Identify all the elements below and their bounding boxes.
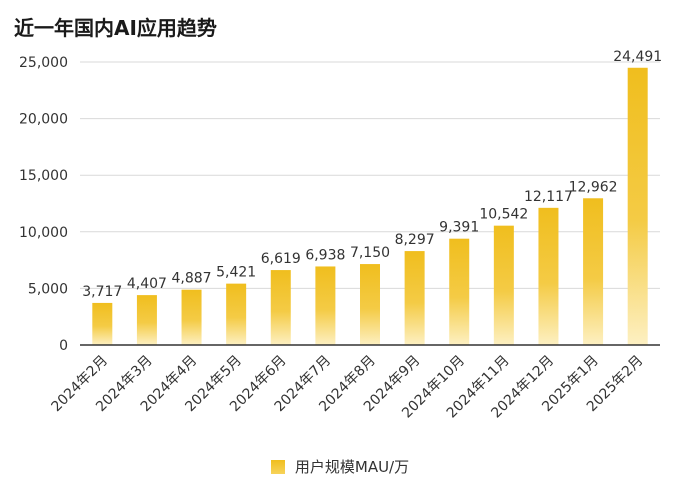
chart-title: 近一年国内AI应用趋势 (14, 16, 217, 40)
bar (270, 270, 291, 345)
data-label: 9,391 (439, 220, 479, 236)
bar (226, 283, 247, 345)
bar (538, 207, 559, 345)
bars (92, 67, 648, 346)
bar (136, 295, 157, 345)
bar (92, 302, 113, 345)
data-labels: 3,717 4,407 4,887 5,421 6,619 6,938 7,150 8,297… (82, 49, 662, 300)
bar (583, 198, 604, 345)
x-axis-ticks: 2024年2月2024年3月2024年4月2024年5月2024年6月2024年… (49, 353, 647, 422)
y-axis-ticks: 0 5,000 10,000 15,000 20,000 25,000 (19, 55, 68, 354)
bar (181, 289, 202, 345)
data-label: 24,491 (613, 49, 662, 65)
data-label: 6,619 (261, 251, 301, 267)
data-label: 12,117 (524, 189, 573, 205)
bar (404, 251, 425, 345)
bar (360, 264, 380, 345)
legend: 用户规模MAU/万 (0, 456, 680, 477)
data-label: 5,421 (216, 265, 256, 281)
y-tick-label: 0 (59, 338, 68, 354)
y-tick-label: 15,000 (19, 168, 68, 184)
data-label: 3,717 (82, 284, 122, 300)
data-label: 10,542 (479, 207, 528, 223)
y-tick-label: 5,000 (28, 281, 68, 297)
y-tick-label: 10,000 (19, 225, 68, 241)
data-label: 12,962 (569, 179, 618, 195)
data-label: 7,150 (350, 245, 390, 261)
bar (493, 225, 514, 345)
legend-swatch (270, 459, 285, 474)
y-tick-label: 25,000 (19, 55, 68, 71)
data-label: 4,887 (171, 271, 211, 287)
y-tick-label: 20,000 (19, 112, 68, 128)
bar (627, 67, 648, 346)
data-label: 6,938 (305, 247, 345, 263)
data-label: 8,297 (395, 232, 435, 248)
data-label: 4,407 (127, 276, 167, 292)
gridlines (80, 61, 660, 289)
legend-label: 用户规模MAU/万 (294, 458, 410, 476)
bar (449, 238, 470, 345)
bar (315, 266, 336, 345)
